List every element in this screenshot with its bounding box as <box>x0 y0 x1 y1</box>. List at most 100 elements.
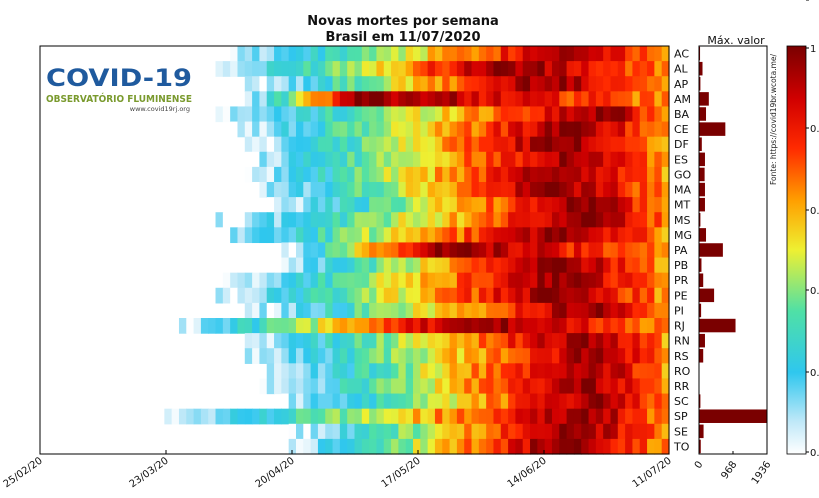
heatmap-cell <box>339 333 348 349</box>
heatmap-cell <box>281 408 290 425</box>
heatmap-cell <box>413 136 421 153</box>
heatmap-cell <box>544 91 553 108</box>
heatmap-cell <box>339 257 348 274</box>
heatmap-cell <box>244 166 253 183</box>
heatmap-cell <box>610 363 619 380</box>
heatmap-cell <box>303 76 312 92</box>
heatmap-cell <box>566 61 575 77</box>
heatmap-cell <box>610 106 619 123</box>
heatmap-cell <box>295 272 304 289</box>
heatmap-cell <box>515 136 524 153</box>
heatmap-cell <box>369 61 378 77</box>
heatmap-cell <box>551 212 560 228</box>
heatmap-cell <box>405 287 414 304</box>
heatmap-cell <box>639 121 648 138</box>
heatmap-cell <box>559 61 568 77</box>
heatmap-cell <box>551 227 560 244</box>
heatmap-cell <box>551 393 560 410</box>
heatmap-cell <box>288 257 297 274</box>
heatmap-cell <box>310 363 319 380</box>
heatmap-cell <box>208 318 217 334</box>
heatmap-cell <box>537 393 546 410</box>
heatmap-cell <box>515 318 524 334</box>
heatmap-cell <box>391 302 399 319</box>
heatmap-cell <box>647 272 655 289</box>
heatmap-cell <box>230 46 239 62</box>
heatmap-cell <box>427 423 436 440</box>
heatmap-cell <box>405 257 414 274</box>
heatmap-cell <box>383 136 392 153</box>
heatmap-cell <box>339 197 348 213</box>
heatmap-cell <box>376 136 385 153</box>
heatmap-cell <box>603 91 612 108</box>
heatmap-cell <box>639 106 648 123</box>
heatmap-cell <box>376 91 385 108</box>
heatmap-cell <box>508 227 516 244</box>
heatmap-cell <box>310 106 319 123</box>
heatmap-cell <box>259 151 268 168</box>
heatmap-cell <box>493 287 502 304</box>
heatmap-cell <box>325 348 334 364</box>
heatmap-cell <box>632 197 641 213</box>
heatmap-cell <box>325 197 334 213</box>
heatmap-cell <box>530 212 538 228</box>
heatmap-cell <box>559 438 568 455</box>
heatmap-cell <box>427 46 436 62</box>
heatmap-cell <box>369 151 378 168</box>
heatmap-cell <box>654 438 663 455</box>
heatmap-cell <box>281 151 290 168</box>
heatmap-cell <box>237 121 246 138</box>
heatmap-cell <box>266 166 275 183</box>
heatmap-cell <box>200 408 209 425</box>
heatmap-cell <box>449 76 458 92</box>
heatmap-cell <box>361 408 370 425</box>
heatmap-cell <box>654 136 663 153</box>
heatmap-cell <box>471 302 480 319</box>
heatmap-cell <box>581 106 590 123</box>
heatmap-cell <box>281 302 290 319</box>
heatmap-cell <box>317 378 326 395</box>
heatmap-cell <box>281 212 290 228</box>
heatmap-cell <box>347 423 356 440</box>
heatmap-cell <box>617 212 626 228</box>
heatmap-cell <box>317 136 326 153</box>
heatmap-cell <box>222 227 231 244</box>
heatmap-cell <box>610 197 619 213</box>
heatmap-cell <box>310 197 319 213</box>
heatmap-cell <box>632 212 641 228</box>
heatmap-cell <box>500 257 509 274</box>
state-label-ba: BA <box>674 108 690 121</box>
heatmap-cell <box>493 257 502 274</box>
heatmap-cell <box>325 227 334 244</box>
heatmap-cell <box>274 227 282 244</box>
heatmap-cell <box>369 378 378 395</box>
heatmap-cell <box>383 227 392 244</box>
heatmap-cell <box>478 378 487 395</box>
heatmap-cell <box>383 257 392 274</box>
heatmap-cell <box>361 302 370 319</box>
heatmap-cell <box>559 227 568 244</box>
heatmap-cell <box>530 302 538 319</box>
heatmap-cell <box>383 151 392 168</box>
heatmap-cell <box>551 121 560 138</box>
heatmap-cell <box>581 121 590 138</box>
heatmap-cell <box>303 151 312 168</box>
heatmap-cell <box>617 333 626 349</box>
heatmap-cell <box>339 272 348 289</box>
heatmap-cell <box>464 333 473 349</box>
heatmap-cell <box>573 363 582 380</box>
heatmap-cell <box>456 242 465 259</box>
heatmap-cell <box>625 227 634 244</box>
heatmap-cell <box>427 438 436 455</box>
heatmap-cell <box>266 212 275 228</box>
heatmap-cell <box>515 438 524 455</box>
heatmap-cell <box>252 91 261 108</box>
heatmap-cell <box>434 348 443 364</box>
heatmap-cell <box>464 212 473 228</box>
heatmap-cell <box>647 363 655 380</box>
heatmap-cell <box>610 272 619 289</box>
heatmap-cell <box>544 242 553 259</box>
heatmap-cell <box>354 242 363 259</box>
heatmap-cell <box>413 121 421 138</box>
heatmap-cell <box>288 151 297 168</box>
